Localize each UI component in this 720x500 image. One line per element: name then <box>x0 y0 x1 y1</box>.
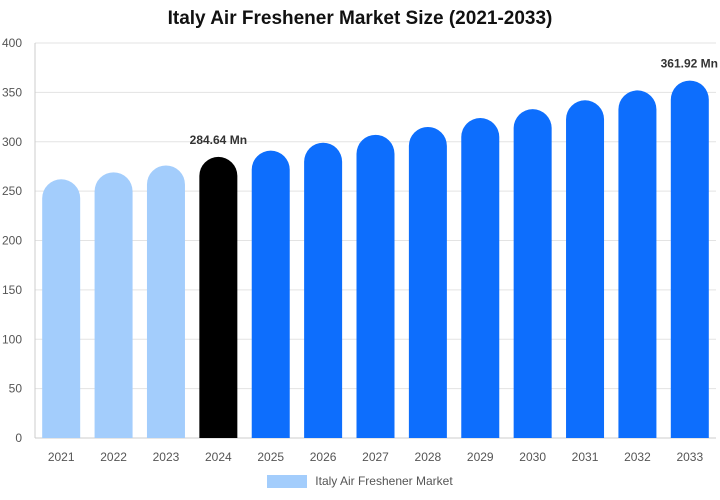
bar-2024 <box>199 156 238 438</box>
x-tick-label: 2031 <box>572 450 599 464</box>
y-tick-label: 100 <box>2 332 22 346</box>
y-tick-label: 150 <box>2 283 22 297</box>
bar-2027 <box>356 134 395 438</box>
bar-2022 <box>94 172 133 439</box>
bar-2030 <box>513 109 552 438</box>
x-tick-label: 2025 <box>257 450 284 464</box>
x-tick-label: 2021 <box>48 450 75 464</box>
legend: Italy Air Freshener Market <box>0 474 720 488</box>
x-tick-label: 2027 <box>362 450 389 464</box>
y-tick-label: 50 <box>9 382 23 396</box>
x-tick-label: 2026 <box>310 450 337 464</box>
y-tick-label: 300 <box>2 135 22 149</box>
data-label: 361.92 Mn <box>661 57 718 71</box>
y-tick-label: 0 <box>15 431 22 445</box>
y-tick-label: 350 <box>2 85 22 99</box>
x-tick-label: 2033 <box>676 450 703 464</box>
x-tick-label: 2029 <box>467 450 494 464</box>
x-tick-label: 2028 <box>415 450 442 464</box>
chart-title: Italy Air Freshener Market Size (2021-20… <box>167 8 553 29</box>
bar-2026 <box>304 142 343 439</box>
x-tick-label: 2024 <box>205 450 232 464</box>
bar-2032 <box>618 90 657 439</box>
bar-2031 <box>566 100 605 439</box>
bar-2033 <box>670 80 709 438</box>
legend-swatch <box>267 474 308 488</box>
legend-label: Italy Air Freshener Market <box>315 474 453 488</box>
x-tick-label: 2023 <box>153 450 180 464</box>
y-tick-label: 200 <box>2 234 22 248</box>
bar-2023 <box>146 165 185 438</box>
bar-2025 <box>251 150 290 438</box>
data-label: 284.64 Mn <box>190 133 247 147</box>
x-tick-label: 2032 <box>624 450 651 464</box>
x-tick-label: 2030 <box>519 450 546 464</box>
bar-2021 <box>42 179 81 438</box>
bar-2029 <box>461 118 500 439</box>
y-tick-label: 400 <box>2 36 22 50</box>
y-tick-label: 250 <box>2 184 22 198</box>
bar-2028 <box>408 126 447 438</box>
x-tick-label: 2022 <box>100 450 127 464</box>
